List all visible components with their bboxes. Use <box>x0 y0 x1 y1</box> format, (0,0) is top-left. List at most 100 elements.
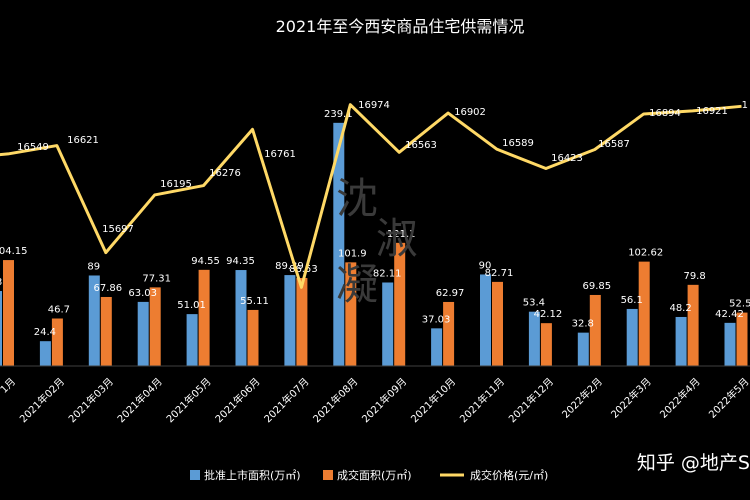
bar-supply-label: 24.4 <box>34 327 56 338</box>
x-tick-label: 2022年5月 <box>706 375 750 421</box>
bar-supply-label: 53.4 <box>523 298 545 309</box>
x-tick-label: 2021年12月 <box>506 375 556 425</box>
bar-deal <box>296 277 308 366</box>
bar-deal <box>589 294 601 366</box>
bar-supply-label: 51.01 <box>177 300 206 311</box>
bar-deal <box>638 261 650 366</box>
bar-supply <box>577 332 589 366</box>
bar-deal <box>345 262 357 366</box>
bar-deal <box>687 284 699 366</box>
bar-supply-label: 89 <box>87 261 100 272</box>
legend-swatch <box>323 470 333 480</box>
bar-supply <box>284 275 296 366</box>
bar-deal-label: 46.7 <box>48 305 70 316</box>
bar-deal-label: 62.97 <box>436 288 465 299</box>
x-tick-label: 2021年11月 <box>457 375 507 425</box>
bar-supply <box>382 282 394 366</box>
x-tick-label: 2022年3月 <box>608 375 654 421</box>
bar-deal <box>443 301 455 366</box>
bar-supply <box>528 311 540 366</box>
bar-supply-label: 56.1 <box>621 295 643 306</box>
price-label: 16195 <box>160 179 192 190</box>
bar-supply-label: 32.8 <box>572 319 594 330</box>
bar-deal-label: 52.51 <box>729 299 750 310</box>
price-label: 16563 <box>405 140 437 151</box>
x-tick-label: 2022年2月 <box>559 375 605 421</box>
price-label: 16902 <box>454 107 486 118</box>
bar-supply-label: 73 <box>0 277 2 288</box>
bar-supply-label: 37.03 <box>422 314 451 325</box>
bar-supply-label: 239.1 <box>324 109 353 120</box>
bar-deal-label: 55.11 <box>240 296 269 307</box>
bar-supply <box>39 341 51 366</box>
bar-deal <box>394 242 406 366</box>
bar-supply <box>626 308 638 366</box>
x-tick-label: 2022年4月 <box>657 375 703 421</box>
bar-supply-label: 90 <box>479 260 492 271</box>
bar-deal-label: 82.71 <box>485 268 514 279</box>
line-layer: 16549 16621 15697 16195 16276 16761 16974 16563… <box>0 100 748 289</box>
price-label: 16549 <box>17 142 49 153</box>
price-line <box>0 103 742 289</box>
bar-deal <box>51 318 63 366</box>
bar-deal <box>149 287 161 366</box>
legend-swatch <box>190 470 200 480</box>
bar-supply <box>675 316 687 366</box>
legend-label: 成交价格(元/㎡) <box>470 468 548 482</box>
bars-layer: 73 104.15 24.4 46.7 89 67.86 63.03 77.31 51.01 94… <box>0 109 750 366</box>
price-label: 16423 <box>551 153 583 164</box>
bar-supply-label: 89.39 <box>275 261 304 272</box>
price-label: 16894 <box>649 108 681 119</box>
price-label: 16276 <box>209 168 241 179</box>
x-tick-label: 2021年06月 <box>212 375 262 425</box>
price-label: 16621 <box>67 135 99 146</box>
credit-text: 知乎 @地产S <box>636 452 750 474</box>
bar-supply <box>0 291 2 366</box>
bar-deal-label: 104.15 <box>0 246 28 257</box>
bar-deal-label: 42.12 <box>534 309 563 320</box>
legend: 批准上市面积(万㎡) 成交面积(万㎡) 成交价格(元/㎡) <box>190 468 548 482</box>
price-label: 16587 <box>598 139 630 150</box>
price-label: 15697 <box>102 224 134 235</box>
chart-title: 2021年至今西安商品住宅供需情况 <box>276 17 525 36</box>
bar-supply-label: 42.42 <box>715 309 744 320</box>
x-axis: 1月 2021年02月 2021年03月 2021年04月 2021年05月 2021年0… <box>0 365 750 425</box>
x-tick-label: 2021年05月 <box>163 375 213 425</box>
bar-supply <box>333 122 345 366</box>
bar-deal-label: 86.53 <box>289 264 318 275</box>
bar-supply-label: 94.35 <box>226 256 255 267</box>
bar-deal-label: 94.55 <box>191 256 220 267</box>
x-tick-label: 2021年02月 <box>17 375 67 425</box>
bar-supply <box>431 328 443 366</box>
bar-supply-label: 63.03 <box>128 288 157 299</box>
price-label: 16761 <box>264 149 296 160</box>
bar-deal <box>492 281 503 366</box>
bar-deal <box>736 312 748 366</box>
bar-supply-label: 48.2 <box>669 303 691 314</box>
bar-supply <box>88 275 100 366</box>
bar-supply <box>137 301 149 366</box>
x-tick-label: 1月 <box>0 376 18 396</box>
bar-deal <box>3 260 14 366</box>
bar-deal-label: 101.9 <box>338 248 367 259</box>
bar-deal-label: 77.31 <box>142 273 171 284</box>
bar-deal <box>198 269 210 366</box>
bar-supply <box>186 314 198 366</box>
x-tick-label: 2021年04月 <box>114 375 164 425</box>
bar-deal <box>247 309 259 366</box>
bar-supply <box>724 322 736 366</box>
bar-deal-label: 69.85 <box>582 281 611 292</box>
x-tick-label: 2021年07月 <box>261 375 311 425</box>
x-tick-label: 2021年09月 <box>359 375 409 425</box>
price-label: 1 <box>742 100 748 111</box>
bar-deal-label: 121.1 <box>387 229 416 240</box>
price-label: 16974 <box>358 100 390 111</box>
price-label: 16921 <box>696 106 728 117</box>
price-label: 16589 <box>502 138 534 149</box>
legend-label: 成交面积(万㎡) <box>337 468 412 482</box>
bar-deal <box>540 323 552 366</box>
bar-supply <box>235 270 247 366</box>
legend-label: 批准上市面积(万㎡) <box>204 468 301 482</box>
x-tick-label: 2021年08月 <box>310 375 360 425</box>
x-tick-label: 2021年10月 <box>408 375 458 425</box>
